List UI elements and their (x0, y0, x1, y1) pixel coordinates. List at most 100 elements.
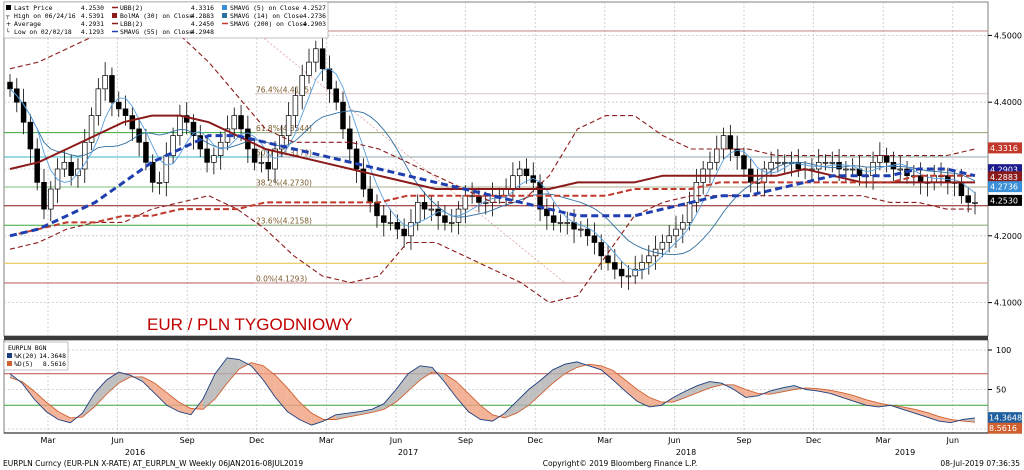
sub-legend-label: %K(20) (14, 352, 37, 360)
candle-body (462, 195, 469, 210)
legend-value: 4.2883 (191, 12, 214, 20)
candle-body (211, 155, 217, 163)
legend-label: SMAVG (14) on Close (230, 12, 303, 20)
stoch-fill-segment (902, 406, 915, 414)
candle-body (714, 148, 720, 163)
candle-body (61, 161, 68, 170)
candle-body (544, 208, 550, 217)
price-badge-label: 4.3316 (990, 144, 1018, 153)
legend-label: LBB(2) (120, 20, 143, 28)
stoch-fill-segment (697, 381, 710, 393)
sma5-line (9, 68, 976, 271)
x-month-label: Sep (180, 436, 195, 445)
legend-marker: + (6, 21, 11, 28)
legend-value: 4.2948 (191, 28, 214, 36)
price-badge (988, 194, 1022, 206)
footer-left: EURPLN Curncy (EUR-PLN X-RATE) AT_EURPLN… (3, 459, 303, 468)
fib-label: 61.8%(4.3544) (256, 124, 312, 133)
candle-body (972, 202, 978, 204)
stoch-fill-segment (745, 389, 758, 398)
stoch-fill-segment (516, 389, 529, 414)
stoch-fill-segment (444, 373, 457, 398)
candle-body (666, 235, 672, 243)
candle-body (367, 188, 373, 203)
stoch-fill-segment (239, 359, 252, 369)
candle-body (897, 168, 903, 171)
candle-body (258, 161, 265, 164)
candle-body (680, 222, 686, 230)
legend-marker (222, 13, 227, 18)
x-month-label: Mar (597, 436, 613, 445)
candle-body (183, 115, 190, 123)
y-tick-label: 50 (996, 386, 1006, 395)
stoch-fill-segment (480, 405, 493, 422)
candle-body (381, 215, 387, 223)
legend-marker (112, 13, 117, 18)
candle-body (279, 135, 285, 150)
legend-marker (222, 5, 227, 10)
panel-separator (4, 336, 988, 340)
gridlines (4, 2, 988, 433)
stoch-fill-segment (215, 357, 228, 399)
candle-body (129, 115, 136, 130)
candle-body (122, 108, 129, 116)
y-tick-label: 4.1000 (994, 299, 1022, 308)
candle-body (306, 61, 312, 76)
candle-body (394, 222, 401, 230)
x-year-label: 2016 (125, 448, 145, 457)
stoch-fill-segment (866, 399, 879, 407)
price-badge-label: 4.2736 (990, 183, 1018, 192)
sub-badge-label: 14.3648 (989, 414, 1022, 423)
candle-body (428, 208, 435, 211)
candle-body (734, 148, 740, 156)
legend-marker (7, 353, 12, 358)
candle-body (34, 148, 40, 183)
x-month-label: Dec (527, 436, 542, 445)
candle-body (659, 242, 666, 250)
x-axis: Mar Jun Sep Dec Mar Jun Sep Dec Mar Jun Sep Dec Mar J… (4, 432, 988, 457)
candle-body (877, 155, 883, 163)
candle-body (251, 148, 258, 163)
fib-label: 38.2%(4.2730) (256, 179, 312, 188)
candle-body (48, 188, 54, 210)
candle-body (102, 75, 108, 90)
candle-body (333, 88, 339, 103)
candle-body (143, 141, 149, 163)
sma55-line (9, 134, 976, 238)
candle-body (7, 81, 13, 90)
candle-body (149, 161, 156, 183)
stoch-fill-segment (142, 376, 155, 394)
candle-body (360, 168, 367, 190)
candle-body (95, 88, 102, 116)
price-badge (988, 171, 1022, 183)
stoch-fill-segment (287, 387, 300, 420)
candle-body (646, 255, 652, 263)
price-badge-label: 4.2883 (990, 173, 1018, 182)
sub-legend-value: 8.5616 (43, 360, 66, 368)
candle-body (177, 115, 183, 136)
candle-body (340, 101, 346, 130)
candle-body (741, 155, 747, 170)
candle-body (387, 222, 394, 224)
candle-body (720, 135, 727, 150)
candle-body (401, 228, 407, 237)
stoch-d-line (9, 362, 976, 423)
stoch-fill-segment (456, 381, 469, 412)
legend-marker (6, 5, 11, 10)
candle-body (822, 161, 829, 164)
candle-body (136, 128, 142, 143)
main-legend: Last Price 4.2530 ┬ High on 06/24/16 4.5391 +… (3, 1, 329, 39)
fib-label: 23.6%(4.2158) (256, 217, 312, 226)
fib-label: 76.4%(4.4125) (256, 85, 312, 94)
stoch-fill-segment (275, 375, 288, 412)
candle-body (584, 228, 591, 237)
stoch-fill-segment (854, 395, 867, 406)
candle-body (829, 161, 836, 164)
stoch-fill-segment (914, 409, 927, 418)
x-month-label: Jun (389, 436, 403, 445)
x-month-label: Mar (319, 436, 335, 445)
x-month-label: Sep (458, 436, 473, 445)
legend-box (3, 1, 329, 39)
candle-body (612, 262, 618, 270)
